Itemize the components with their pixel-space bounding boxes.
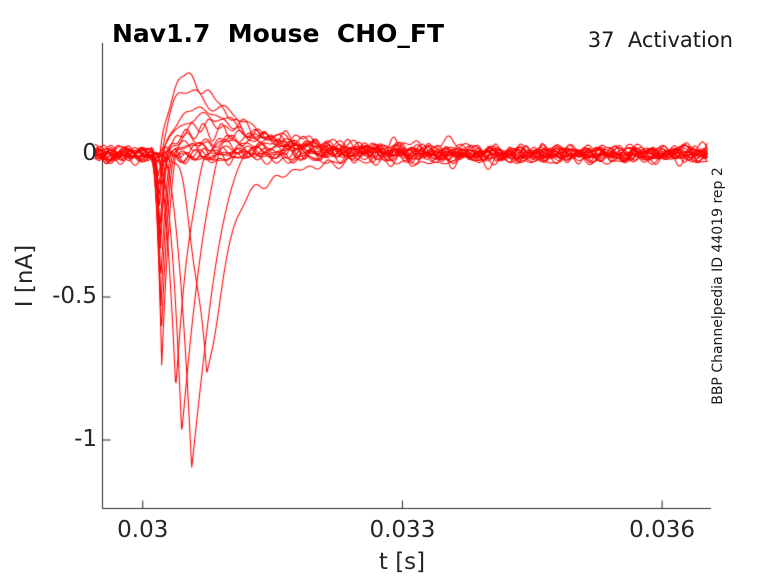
side-watermark: BBP Channelpedia ID 44019 rep 2 [710,167,726,405]
x-tick-label: 0.033 [369,517,436,543]
x-tick-label: 0.03 [117,517,169,543]
activation-annotation: 37 Activation [587,28,733,52]
chart-title: Nav1.7 Mouse CHO_FT [112,19,445,48]
y-tick-label: 0 [82,139,97,166]
y-axis-label: I [nA] [12,244,38,308]
x-tick-label: 0.036 [629,517,696,543]
y-tick-label: -0.5 [52,283,97,309]
y-tick-label: -1 [74,426,97,452]
x-axis-label: t [s] [378,549,426,575]
